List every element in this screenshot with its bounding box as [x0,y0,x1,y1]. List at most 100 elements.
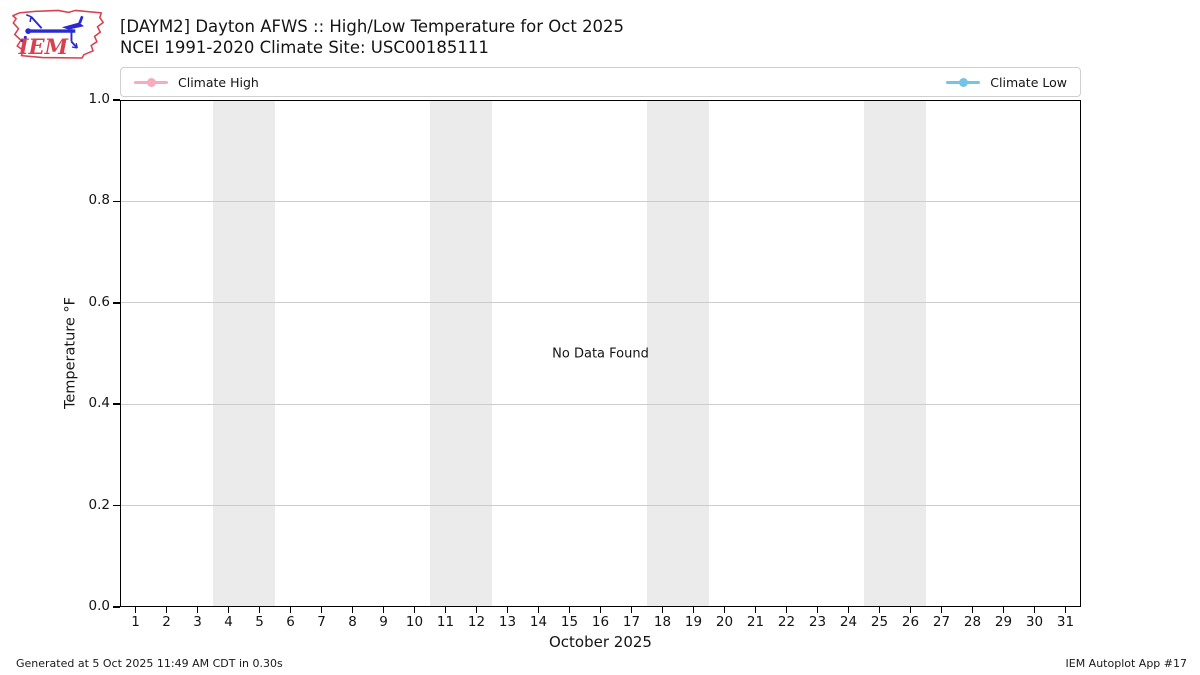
x-tick-label: 28 [963,614,982,630]
x-tick-label: 1 [131,614,140,630]
weather-vane-icon [20,14,84,49]
x-tick-mark [351,607,354,613]
iem-logo: IEM [12,9,104,59]
x-tick-mark [320,607,323,613]
y-tick-mark [113,99,120,101]
legend: Climate High Climate Low [120,67,1081,97]
x-tick-label: 11 [436,614,455,630]
x-tick-label: 19 [684,614,703,630]
x-tick-label: 29 [994,614,1013,630]
y-gridline [121,302,1080,304]
plot-area: No Data Found [120,100,1081,607]
y-tick-label: 0.8 [88,192,110,209]
x-tick-mark [816,607,819,613]
y-tick-mark [113,504,120,507]
x-tick-mark [1064,607,1067,613]
weekend-shade-band [429,101,492,606]
x-tick-mark [196,607,199,613]
x-tick-mark [382,607,385,613]
x-tick-mark [444,607,447,613]
x-tick-mark [568,607,571,613]
legend-dot [146,77,156,87]
x-tick-label: 5 [255,614,264,630]
chart-title-block: [DAYM2] Dayton AFWS :: High/Low Temperat… [120,16,624,58]
x-tick-label: 7 [317,614,326,630]
x-tick-mark [134,607,137,613]
x-tick-mark [971,607,974,613]
x-tick-mark [227,607,230,613]
x-tick-mark [506,607,509,613]
x-tick-label: 17 [622,614,641,630]
no-data-annotation: No Data Found [552,346,649,361]
x-tick-mark [1033,607,1036,613]
legend-item-climate-high: Climate High [134,75,259,90]
x-tick-mark [754,607,757,613]
x-tick-label: 26 [901,614,920,630]
y-tick-label: 0.6 [88,293,110,310]
x-tick-mark [940,607,943,613]
x-tick-label: 6 [286,614,295,630]
iem-logo-text: IEM [18,34,69,59]
y-tick-label: 0.2 [88,496,110,513]
climate-high-marker-icon [134,77,168,87]
x-tick-label: 22 [777,614,796,630]
x-tick-mark [599,607,602,613]
x-tick-label: 10 [405,614,424,630]
weekend-shade-band [646,101,709,606]
legend-dot [958,77,968,87]
x-tick-mark [692,607,695,613]
y-tick-mark [113,200,120,203]
y-tick-label: 1.0 [88,91,110,107]
x-tick-label: 13 [498,614,517,630]
x-tick-mark [413,607,416,613]
x-tick-label: 16 [591,614,610,630]
x-tick-mark [289,607,292,613]
x-tick-label: 12 [467,614,486,630]
x-tick-mark [630,607,633,613]
x-tick-mark [475,607,478,613]
y-gridline [121,403,1080,405]
climate-low-marker-icon [946,77,981,87]
x-tick-mark [785,607,788,613]
y-tick-label: 0.0 [88,598,110,614]
y-axis-label: Temperature °F [62,296,79,410]
x-tick-mark [909,607,912,613]
x-tick-mark [661,607,664,613]
y-tick-mark [113,302,120,304]
x-tick-mark [165,607,168,613]
x-tick-mark [878,607,881,613]
x-tick-label: 14 [529,614,548,630]
x-tick-label: 21 [746,614,765,630]
x-tick-label: 18 [653,614,672,630]
x-tick-label: 9 [379,614,388,630]
x-tick-label: 24 [839,614,858,630]
legend-item-climate-low: Climate Low [946,75,1067,90]
weekend-shade-band [863,101,926,606]
legend-label-climate-low: Climate Low [990,74,1067,90]
x-tick-mark [723,607,726,613]
x-tick-label: 31 [1056,614,1075,630]
y-tick-mark [113,403,120,405]
chart-title: [DAYM2] Dayton AFWS :: High/Low Temperat… [120,17,625,36]
weekend-shade-band [212,101,275,606]
x-tick-label: 25 [870,614,889,630]
x-axis-label: October 2025 [549,633,652,651]
x-tick-label: 3 [193,614,202,630]
y-tick-label: 0.4 [88,395,110,412]
x-tick-mark [537,607,540,613]
x-tick-mark [258,607,261,613]
x-tick-label: 27 [932,614,951,630]
y-tick-mark [113,606,120,608]
x-tick-label: 23 [808,614,827,630]
footer-generated-text: Generated at 5 Oct 2025 11:49 AM CDT in … [16,657,283,670]
x-tick-mark [847,607,850,613]
y-gridline [121,505,1080,507]
x-tick-mark [1002,607,1005,613]
x-tick-label: 15 [560,614,579,630]
x-tick-label: 2 [162,614,171,630]
x-tick-label: 20 [715,614,734,630]
x-tick-label: 30 [1025,614,1044,630]
x-tick-label: 8 [348,614,357,630]
legend-label-climate-high: Climate High [178,74,259,90]
